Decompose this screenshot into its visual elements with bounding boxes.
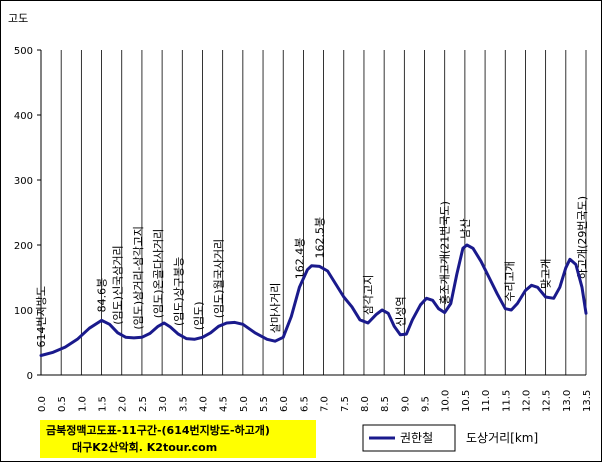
annotation-label: 614번지방도 xyxy=(35,286,48,347)
x-tick-label: 4.0 xyxy=(198,396,209,412)
y-tick-label: 500 xyxy=(14,46,33,57)
x-tick-label: 9.0 xyxy=(400,396,411,412)
annotation-labels: 614번지방도 84.6봉 (임도)신국삼거리 (임도)삼거리-삼각고지 (임도)온골다… xyxy=(35,196,589,348)
annotation-label: (임도)삼거리-삼각고지 xyxy=(132,226,145,330)
annotation-label: 남산 xyxy=(459,218,472,238)
annotation-label: 살마사거리 xyxy=(269,283,282,334)
annotation-label: 162.5봉 xyxy=(314,217,327,259)
x-tick-label: 11.0 xyxy=(481,390,492,412)
series-line xyxy=(39,243,588,357)
x-tick-label: 10.0 xyxy=(441,390,452,412)
x-tick-label: 13.5 xyxy=(582,390,593,412)
annotation-label: 홍조개고개(21번국도) xyxy=(438,201,452,305)
annotation-label: 84.6봉 xyxy=(96,278,109,313)
x-tick-label: 1.0 xyxy=(77,396,88,412)
x-tick-label: 2.0 xyxy=(118,396,129,412)
x-tick-label: 3.0 xyxy=(158,396,169,412)
y-tick-label: 100 xyxy=(14,306,33,317)
x-tick-label: 2.5 xyxy=(138,396,149,412)
annotation-label: 맞고개 xyxy=(540,259,553,289)
y-tick-label: 400 xyxy=(14,111,33,122)
x-tick-label: 12.0 xyxy=(521,390,532,412)
annotation-label: (임도)월국사거리 xyxy=(213,239,226,318)
annotation-label: 162.4봉 xyxy=(293,238,306,280)
x-tick-label: 6.0 xyxy=(279,396,290,412)
y-tick-label: 300 xyxy=(14,176,33,187)
annotation-label: (임도)온골다사거리 xyxy=(152,229,165,319)
legend-entry-label: 권한철 xyxy=(400,431,433,445)
annotation-label: 삼각고지 xyxy=(362,275,375,315)
x-tick-label: 1.5 xyxy=(98,396,109,412)
caption-box xyxy=(40,420,316,458)
x-axis-label: 도상거리[km] xyxy=(466,431,538,445)
x-tick-label: 8.0 xyxy=(360,396,371,412)
x-tick-label: 5.5 xyxy=(259,396,270,412)
x-tick-label: 3.5 xyxy=(178,396,189,412)
x-tick-label: 9.5 xyxy=(421,396,432,412)
x-tick-label: 6.5 xyxy=(299,396,310,412)
x-tick-label: 12.5 xyxy=(542,390,553,412)
x-tick-labels: 0.0 0.5 1.0 1.5 2.0 2.5 3.0 3.5 4.0 4.5 5.0 5.5 6.0 6… xyxy=(37,390,593,412)
x-tick-label: 0.5 xyxy=(57,396,68,412)
chart-title-line-2: 대구K2산악회. K2tour.com xyxy=(72,440,217,454)
annotation-label: 하고개(29번국도) xyxy=(575,196,589,279)
x-tick-label: 4.5 xyxy=(219,396,230,412)
y-tick-labels: 0 100 200 300 400 500 xyxy=(14,46,33,382)
x-tick-label: 8.5 xyxy=(380,396,391,412)
axes-layer xyxy=(37,49,586,376)
x-tick-label: 5.0 xyxy=(239,396,250,412)
y-axis-label: 고도 xyxy=(8,12,28,25)
annotation-label: 신성역 xyxy=(394,296,407,326)
y-tick-label: 0 xyxy=(27,371,33,382)
y-tick-label: 200 xyxy=(14,241,33,252)
x-tick-label: 13.0 xyxy=(562,390,573,412)
annotation-label: (임도) xyxy=(192,301,205,330)
x-tick-label: 10.5 xyxy=(461,390,472,412)
x-tick-label: 0.0 xyxy=(37,396,48,412)
x-tick-label: 7.0 xyxy=(320,396,331,412)
annotation-label: 수리고개 xyxy=(503,261,516,301)
annotation-label: (임도)상구봉능 xyxy=(172,257,185,326)
annotation-label: (임도)신국삼거리 xyxy=(112,245,125,324)
series-layer xyxy=(39,243,588,357)
x-tick-label: 11.5 xyxy=(501,390,512,412)
chart-title-line-1: 금북정맥고도표-11구간-(614번지방도-하고개) xyxy=(46,423,270,437)
x-tick-label: 7.5 xyxy=(340,396,351,412)
